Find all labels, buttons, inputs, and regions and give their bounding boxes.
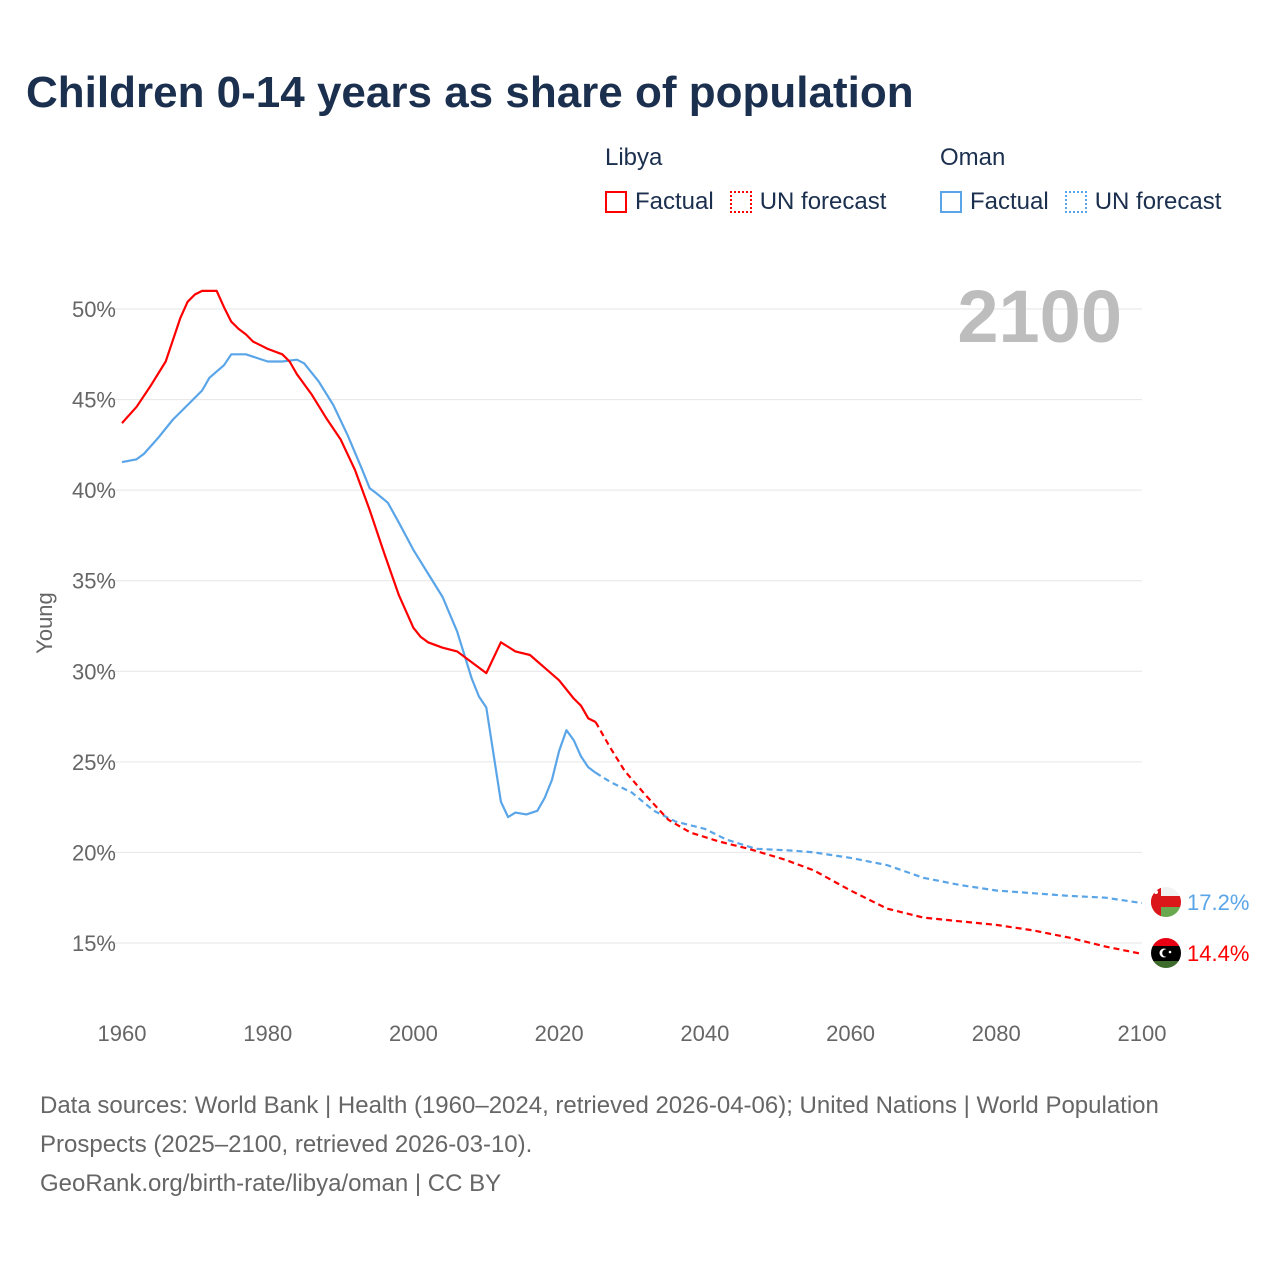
y-tick-label: 20% (72, 840, 116, 865)
line-chart: 15% 20% 25% 30% 35% 40% 45% 50% 1960 1980 2000 2020… (32, 275, 1249, 1046)
y-tick-label: 50% (72, 297, 116, 322)
x-tick-label: 1960 (98, 1021, 147, 1046)
legend-libya-forecast[interactable]: UN forecast (729, 188, 887, 216)
y-tick-label: 30% (72, 659, 116, 684)
x-tick-label: 2100 (1118, 1021, 1167, 1046)
legend-country-oman: Oman (940, 144, 1006, 171)
data-sources: Data sources: World Bank | Health (1960–… (40, 1092, 1159, 1158)
legend-label: UN forecast (759, 188, 887, 215)
oman-factual-line (121, 353, 597, 819)
chart-title: Children 0-14 years as share of populati… (26, 68, 914, 117)
legend-swatch-solid (940, 191, 962, 213)
legend-label: UN forecast (1094, 188, 1222, 215)
libya-end-label: 14.4% (1187, 941, 1249, 966)
x-tick-label: 1980 (243, 1021, 292, 1046)
legend-libya-factual[interactable]: Factual (605, 188, 714, 216)
x-tick-label: 2080 (972, 1021, 1021, 1046)
x-tick-label: 2060 (826, 1021, 875, 1046)
legend-label: Factual (635, 188, 714, 215)
legend-swatch-dotted (729, 191, 752, 213)
legend-libya: Libya Factual UN forecast (605, 144, 902, 216)
legend-oman-forecast[interactable]: UN forecast (1064, 188, 1222, 216)
libya-flag-icon (1151, 938, 1181, 968)
y-tick-label: 15% (72, 931, 116, 956)
libya-factual-line (121, 289, 597, 723)
y-tick-label: 35% (72, 569, 116, 594)
x-tick-label: 2040 (680, 1021, 729, 1046)
legend-oman-factual[interactable]: Factual (940, 188, 1049, 216)
y-tick-label: 40% (72, 478, 116, 503)
oman-end-label: 17.2% (1187, 890, 1249, 915)
x-tick-label: 2020 (535, 1021, 584, 1046)
y-tick-label: 25% (72, 750, 116, 775)
x-tick-label: 2000 (389, 1021, 438, 1046)
credit-link[interactable]: GeoRank.org/birth-rate/libya/oman | CC B… (40, 1170, 502, 1197)
legend-swatch-dotted (1064, 191, 1087, 213)
oman-flag-icon (1151, 887, 1181, 917)
y-axis-label: Young (32, 592, 57, 654)
y-tick-label: 45% (72, 388, 116, 413)
legend-oman: Oman Factual UN forecast (940, 144, 1237, 216)
legend-label: Factual (970, 188, 1049, 215)
legend-country-libya: Libya (605, 144, 663, 171)
footer: Data sources: World Bank | Health (1960–… (40, 1086, 1220, 1203)
libya-forecast-line (594, 721, 1143, 955)
legend-swatch-solid (605, 191, 627, 213)
oman-forecast-line (595, 771, 1143, 905)
year-label: 2100 (957, 275, 1122, 358)
